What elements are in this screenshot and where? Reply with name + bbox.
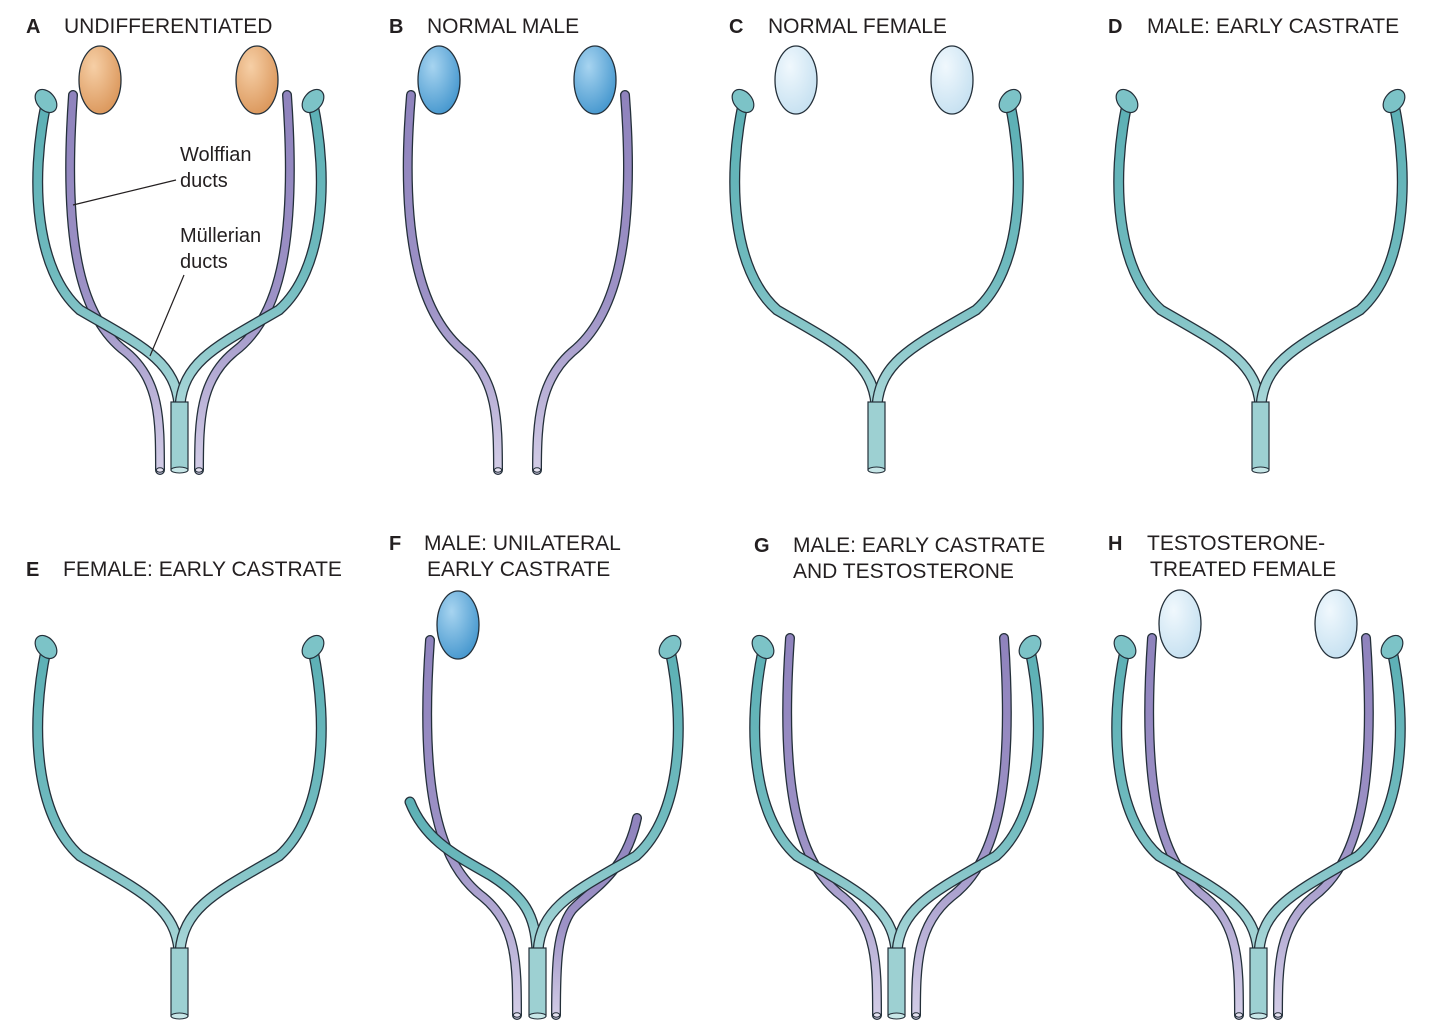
panel-g-letter: G: [754, 535, 770, 557]
right-indifferent-gonad: [235, 45, 279, 115]
panel-g-diagram: [749, 633, 1044, 1020]
panel-d-letter: D: [1108, 16, 1122, 38]
right-testis: [573, 45, 617, 115]
left-wolffian-duct: [1144, 633, 1244, 1020]
panel-h-title-line2: TREATED FEMALE: [1150, 558, 1336, 581]
right-mullerian-duct: [174, 634, 327, 957]
panel-d-diagram: [1113, 88, 1408, 474]
right-ovary: [1314, 589, 1358, 659]
panel-h-title-line1: TESTOSTERONE-: [1147, 532, 1325, 555]
fused-mullerian-canal: [528, 947, 547, 1020]
panel-a-letter: A: [26, 16, 40, 38]
left-testis: [436, 590, 480, 660]
right-mullerian-duct: [871, 88, 1024, 411]
panel-e-letter: E: [26, 559, 39, 581]
panel-f-letter: F: [389, 533, 401, 555]
panel-b-title: NORMAL MALE: [427, 15, 579, 38]
panel-g-title-line2: AND TESTOSTERONE: [793, 560, 1014, 583]
panel-e-title: FEMALE: EARLY CASTRATE: [63, 558, 342, 581]
left-mullerian-duct: [1111, 634, 1264, 957]
left-wolffian-duct: [782, 633, 882, 1020]
panel-f-diagram: [404, 590, 684, 1020]
wolffian-leader-line: [72, 179, 177, 206]
panel-a-title: UNDIFFERENTIATED: [64, 15, 272, 38]
panel-h-diagram: [1111, 589, 1406, 1020]
panel-h-letter: H: [1108, 533, 1122, 555]
panel-b-letter: B: [389, 16, 403, 38]
right-mullerian-duct: [1255, 88, 1408, 411]
fused-mullerian-canal: [170, 401, 189, 474]
left-mullerian-duct: [1113, 88, 1266, 411]
fused-mullerian-canal: [867, 401, 886, 474]
left-wolffian-duct: [65, 90, 165, 475]
panel-f-title-line1: MALE: UNILATERAL: [424, 532, 621, 555]
panel-titles: A UNDIFFERENTIATED B NORMAL MALE C NORMA…: [26, 15, 1399, 583]
mullerian-ducts-label-line2: ducts: [180, 251, 228, 273]
left-wolffian-duct: [422, 635, 522, 1020]
left-ovary: [1158, 589, 1202, 659]
fused-mullerian-canal: [1251, 401, 1270, 474]
left-mullerian-duct: [32, 634, 185, 957]
right-wolffian-duct: [194, 90, 295, 475]
right-wolffian-duct: [1273, 633, 1374, 1020]
left-ovary: [774, 45, 818, 115]
wolffian-ducts-label-line2: ducts: [180, 170, 228, 192]
fused-mullerian-canal: [1249, 947, 1268, 1020]
fused-mullerian-canal: [887, 947, 906, 1020]
panel-b-diagram: [402, 45, 634, 475]
fused-mullerian-canal: [170, 947, 189, 1020]
left-indifferent-gonad: [78, 45, 122, 115]
left-mullerian-duct: [729, 88, 882, 411]
panel-c-title: NORMAL FEMALE: [768, 15, 947, 38]
right-wolffian-duct: [532, 90, 634, 475]
panel-g-title-line1: MALE: EARLY CASTRATE: [793, 534, 1045, 557]
right-mullerian-duct: [1253, 634, 1406, 957]
mullerian-leader-line: [149, 274, 185, 357]
right-ovary: [930, 45, 974, 115]
right-mullerian-duct: [174, 88, 327, 411]
panel-c-diagram: [729, 45, 1024, 474]
wolffian-ducts-label-line1: Wolffian: [180, 144, 252, 166]
right-mullerian-duct: [891, 634, 1044, 957]
panel-d-title: MALE: EARLY CASTRATE: [1147, 15, 1399, 38]
right-wolffian-duct: [911, 633, 1012, 1020]
right-wolffian-duct-remnant: [551, 813, 642, 1020]
panel-e-diagram: [32, 634, 327, 1020]
panel-a-diagram: Wolffian ducts Müllerian ducts: [32, 45, 327, 475]
left-mullerian-duct: [32, 88, 185, 411]
left-mullerian-duct: [749, 634, 902, 957]
mullerian-ducts-label-line1: Müllerian: [180, 225, 261, 247]
panel-f-title-line2: EARLY CASTRATE: [427, 558, 610, 581]
left-mullerian-duct-remnant: [404, 796, 543, 957]
panel-c-letter: C: [729, 16, 743, 38]
right-mullerian-duct: [532, 634, 684, 957]
left-wolffian-duct: [402, 90, 503, 475]
left-testis: [417, 45, 461, 115]
